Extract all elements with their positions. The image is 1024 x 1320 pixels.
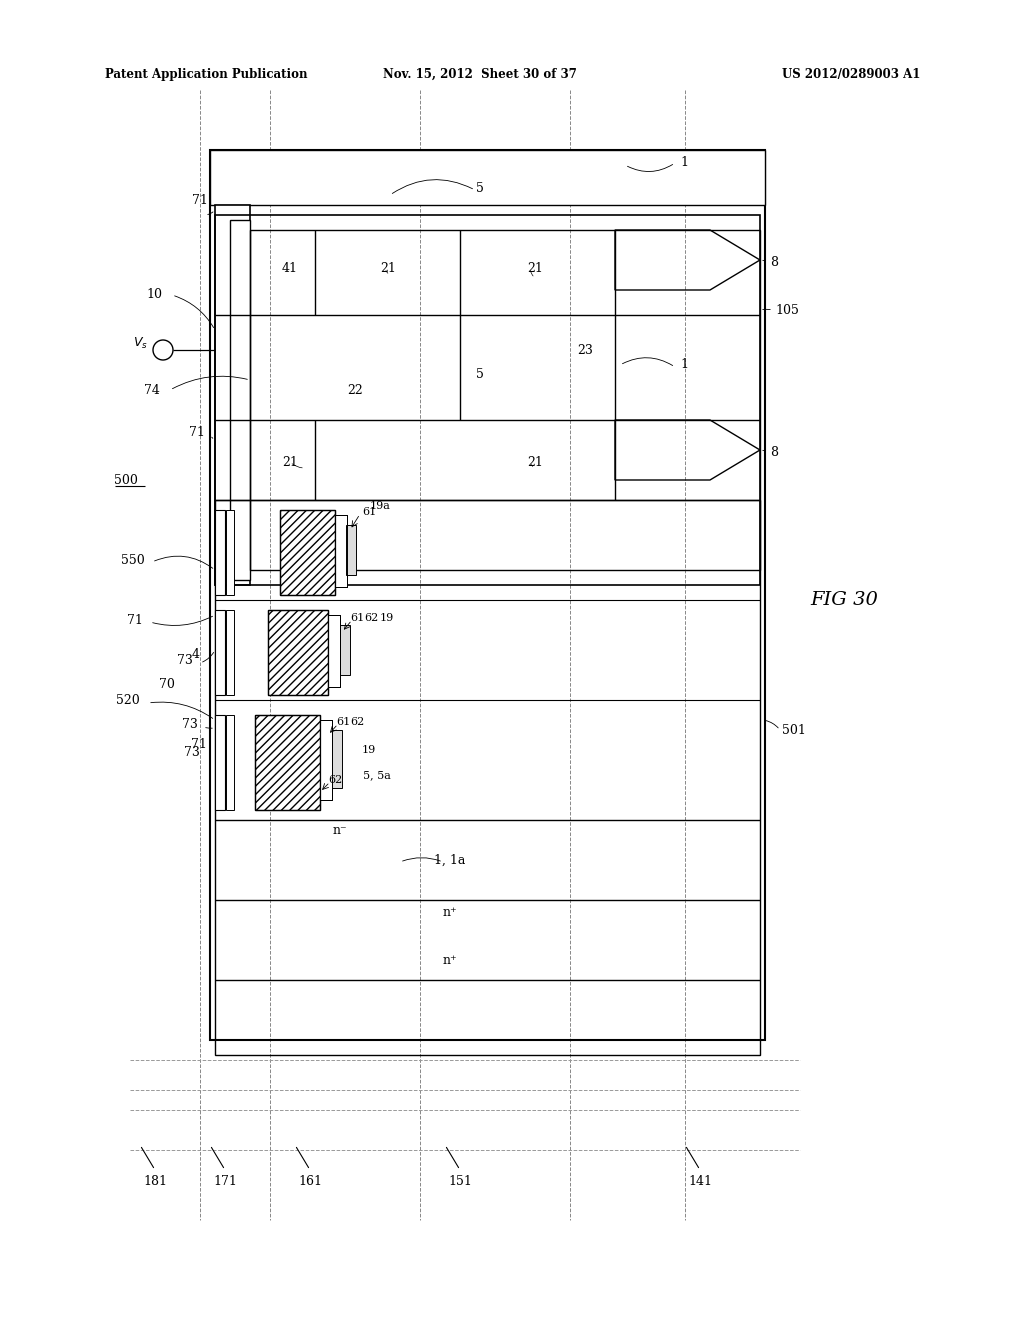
Text: 19: 19	[362, 744, 376, 755]
Bar	[280, 510, 335, 595]
Text: FIG 30: FIG 30	[810, 591, 878, 609]
Text: 151: 151	[449, 1175, 472, 1188]
Bar	[319, 719, 332, 800]
Text: Patent Application Publication: Patent Application Publication	[105, 69, 307, 81]
Text: 73: 73	[184, 746, 200, 759]
Text: 10: 10	[146, 289, 162, 301]
Bar	[210, 150, 765, 1040]
Text: 5, 5a: 5, 5a	[362, 770, 391, 780]
Bar	[280, 510, 335, 595]
Bar	[328, 615, 340, 686]
Text: 62: 62	[350, 717, 365, 727]
Bar	[215, 610, 225, 696]
Text: n⁺: n⁺	[442, 906, 458, 919]
Bar	[215, 205, 250, 585]
Text: Nov. 15, 2012  Sheet 30 of 37: Nov. 15, 2012 Sheet 30 of 37	[383, 69, 577, 81]
Bar	[215, 215, 760, 585]
Text: 21: 21	[527, 261, 543, 275]
Bar	[226, 715, 234, 810]
Bar	[210, 150, 765, 205]
Bar	[335, 515, 347, 587]
Text: 21: 21	[527, 455, 543, 469]
Text: 21: 21	[282, 455, 298, 469]
Text: 4: 4	[193, 648, 200, 661]
Bar	[226, 510, 234, 595]
Bar	[268, 610, 328, 696]
Bar	[255, 715, 319, 810]
Text: 171: 171	[213, 1175, 237, 1188]
Bar	[340, 624, 350, 675]
Bar	[255, 715, 319, 810]
Text: 161: 161	[298, 1175, 322, 1188]
Bar	[328, 615, 340, 686]
Text: 71: 71	[191, 738, 207, 751]
Text: 105: 105	[775, 304, 799, 317]
Text: 500: 500	[114, 474, 138, 487]
Text: 62: 62	[328, 775, 342, 785]
Bar	[215, 500, 760, 1055]
Text: 41: 41	[282, 261, 298, 275]
Bar	[226, 610, 234, 696]
Text: 8: 8	[770, 446, 778, 458]
Text: 22: 22	[347, 384, 362, 396]
Text: US 2012/0289003 A1: US 2012/0289003 A1	[781, 69, 920, 81]
Bar	[335, 515, 347, 587]
Bar	[346, 525, 356, 576]
Text: 501: 501	[782, 723, 806, 737]
Text: 62: 62	[364, 612, 378, 623]
Text: 5: 5	[476, 368, 484, 381]
Text: 74: 74	[144, 384, 160, 396]
Text: 21: 21	[380, 261, 396, 275]
Text: 19a: 19a	[370, 502, 391, 511]
Bar	[319, 719, 332, 800]
Text: 550: 550	[121, 553, 145, 566]
Text: 8: 8	[770, 256, 778, 268]
Text: 19: 19	[380, 612, 394, 623]
Text: 61: 61	[336, 717, 350, 727]
Text: 1: 1	[680, 359, 688, 371]
Bar	[230, 220, 250, 579]
Text: 5: 5	[476, 181, 484, 194]
Text: 520: 520	[117, 693, 140, 706]
Text: 71: 71	[189, 425, 205, 438]
Bar	[250, 230, 760, 570]
Text: 61: 61	[362, 507, 376, 517]
Text: n⁻: n⁻	[333, 824, 347, 837]
Text: 70: 70	[159, 678, 175, 692]
Text: n⁺: n⁺	[442, 953, 458, 966]
Bar	[215, 715, 225, 810]
Text: 181: 181	[143, 1175, 167, 1188]
Bar	[215, 510, 225, 595]
Text: 23: 23	[578, 343, 593, 356]
Bar	[332, 730, 342, 788]
Text: 1, 1a: 1, 1a	[434, 854, 466, 866]
Text: 73: 73	[182, 718, 198, 731]
Text: 73: 73	[177, 653, 193, 667]
Text: 61: 61	[350, 612, 365, 623]
Text: 1: 1	[680, 156, 688, 169]
Text: 141: 141	[688, 1175, 712, 1188]
Bar	[268, 610, 328, 696]
Text: 71: 71	[127, 614, 143, 627]
Text: 71: 71	[193, 194, 208, 206]
Text: $V_s$: $V_s$	[133, 335, 148, 351]
